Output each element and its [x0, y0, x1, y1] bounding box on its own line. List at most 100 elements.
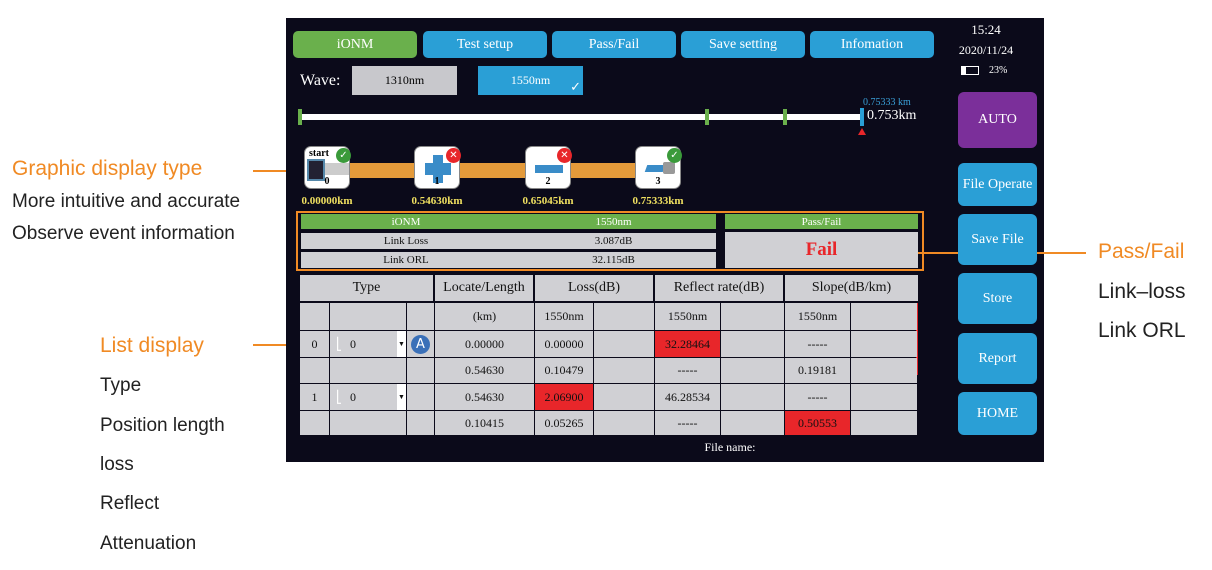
annotation-text: Link ORL: [1098, 319, 1186, 342]
table-cell: [300, 358, 329, 383]
event-start-label: start: [309, 148, 329, 159]
summary-wave: 1550nm: [595, 215, 632, 228]
annotation-text: loss: [100, 454, 134, 475]
annotation-text: More intuitive and accurate: [12, 191, 241, 212]
table-cell: 2.06900: [535, 384, 593, 410]
table-cell: [851, 411, 917, 435]
column-header: Type: [300, 275, 433, 301]
table-cell: [594, 331, 654, 357]
table-cell: 0: [300, 331, 329, 357]
table-cell: 1550nm: [785, 303, 850, 330]
cursor-distance-small: 0.75333 km: [863, 97, 911, 108]
event-mark: [705, 109, 709, 125]
table-cell: [721, 411, 784, 435]
link-loss-value: 3.087dB: [594, 235, 633, 247]
event-mark: [783, 109, 787, 125]
table-cell: [330, 358, 406, 383]
table-cell: [407, 384, 434, 410]
table-cell: [330, 303, 406, 330]
column-header: Locate/Length: [435, 275, 533, 301]
table-cell: [851, 331, 917, 357]
annotation-text: Type: [100, 375, 142, 396]
event-mark: [298, 109, 302, 125]
cursor-marker[interactable]: [860, 108, 864, 126]
list-display-title: List display: [100, 334, 204, 357]
table-cell: [721, 303, 784, 330]
event-number: 1: [434, 176, 440, 187]
tab-save-setting[interactable]: Save setting: [681, 31, 805, 58]
wave-1550-button[interactable]: 1550nm ✓: [478, 66, 583, 95]
callout-line: [253, 170, 303, 172]
link-orl-label: Link ORL: [383, 254, 429, 266]
distance-bar[interactable]: [300, 114, 862, 120]
tab-ionm[interactable]: iONM: [293, 31, 417, 58]
table-cell: [407, 411, 434, 435]
wave-1310-button[interactable]: 1310nm: [352, 66, 457, 95]
table-cell: [594, 384, 654, 410]
event-type-select[interactable]: ⎣ 0 ▼: [330, 331, 406, 357]
event-number: 0: [324, 176, 330, 187]
table-cell: [407, 358, 434, 383]
summary-mode: iONM: [391, 215, 421, 228]
dropdown-arrow-icon[interactable]: ▼: [397, 331, 406, 357]
event-type-value: 0: [350, 336, 356, 351]
table-cell: [721, 384, 784, 410]
table-cell: -----: [785, 331, 850, 357]
table-cell: 46.28534: [655, 384, 720, 410]
tab-test-setup[interactable]: Test setup: [423, 31, 547, 58]
annotation-text: Reflect: [100, 493, 160, 514]
tab-infomation[interactable]: Infomation: [810, 31, 934, 58]
home-button[interactable]: HOME: [958, 392, 1037, 435]
event-icon-0[interactable]: 0 start: [304, 146, 350, 189]
table-cell: -----: [785, 384, 850, 410]
scrollbar[interactable]: [916, 303, 918, 375]
table-cell: 0.50553: [785, 411, 850, 435]
annotation-text: Link–loss: [1098, 280, 1186, 303]
event-distance: 0.75333km: [632, 195, 684, 207]
table-cell: [407, 303, 434, 330]
check-icon: ✓: [570, 80, 581, 95]
table-cell: [594, 358, 654, 383]
table-cell: 0.00000: [535, 331, 593, 357]
summary-header: iONM 1550nm: [301, 214, 716, 229]
cursor-distance: 0.753km: [867, 108, 917, 123]
link-orl-row: Link ORL 32.115dB: [301, 252, 716, 268]
auto-event-icon: A: [411, 334, 430, 354]
annotation-text: Position length: [100, 415, 225, 436]
check-icon: ✓: [336, 148, 351, 163]
table-cell: 1550nm: [535, 303, 593, 330]
dropdown-arrow-icon[interactable]: ▼: [397, 384, 406, 410]
event-distance: 0.00000km: [301, 195, 353, 207]
table-cell: 0.10415: [435, 411, 534, 435]
summary-box: [296, 211, 924, 271]
event-type-select[interactable]: ⎣ 0 ▼: [330, 384, 406, 410]
save-file-button[interactable]: Save File: [958, 214, 1037, 265]
table-cell: [851, 303, 917, 330]
clock: 15:24: [971, 22, 1001, 37]
battery-level: 23%: [989, 65, 1008, 76]
auto-button[interactable]: AUTO: [958, 92, 1037, 148]
column-header: Reflect rate(dB): [655, 275, 783, 301]
report-button[interactable]: Report: [958, 333, 1037, 384]
check-icon: ✓: [667, 148, 682, 163]
event-number: 2: [545, 176, 551, 187]
link-loss-label: Link Loss: [383, 235, 429, 247]
cursor-triangle-icon: [858, 128, 866, 135]
graphic-display-title: Graphic display type: [12, 157, 203, 180]
file-operate-button[interactable]: File Operate: [958, 163, 1037, 206]
table-cell: [594, 303, 654, 330]
store-button[interactable]: Store: [958, 273, 1037, 324]
event-type-icon: ⎣: [336, 389, 342, 404]
link-loss-row: Link Loss 3.087dB: [301, 233, 716, 249]
tab-pass-fail[interactable]: Pass/Fail: [552, 31, 676, 58]
pass-fail-title: Pass/Fail: [1098, 240, 1185, 263]
wave-1550-label: 1550nm: [510, 73, 551, 87]
x-icon: ✕: [557, 148, 572, 163]
table-cell: [851, 358, 917, 383]
table-cell: [330, 411, 406, 435]
table-cell: A: [407, 331, 434, 357]
pass-fail-result: Fail: [725, 232, 918, 268]
date: 2020/11/24: [958, 43, 1014, 57]
table-cell: 0.10479: [535, 358, 593, 383]
link-orl-value: 32.115dB: [592, 254, 635, 266]
